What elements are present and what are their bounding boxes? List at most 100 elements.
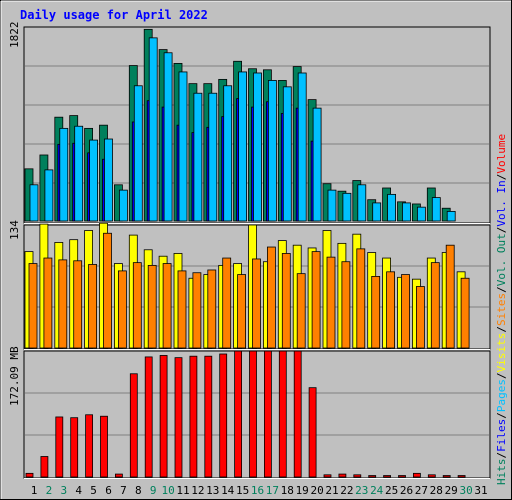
volume-bar — [189, 355, 198, 478]
x-tick-label: 17 — [266, 484, 279, 497]
pages-bar — [282, 86, 292, 222]
volume-bar — [204, 355, 213, 478]
x-tick-label: 16 — [251, 484, 264, 497]
volume-bar — [308, 387, 317, 478]
pages-bar — [44, 169, 54, 222]
legend-entry: Files — [495, 419, 508, 452]
x-tick-label: 23 — [355, 484, 368, 497]
bottom-panel — [23, 350, 491, 479]
volume-bar — [55, 416, 64, 478]
pages-bar — [297, 72, 307, 222]
x-tick-label: 30 — [459, 484, 472, 497]
x-tick-label: 11 — [176, 484, 189, 497]
x-tick-label: 2 — [46, 484, 53, 497]
volume-bar — [219, 353, 228, 478]
sites-bar — [356, 248, 366, 349]
pages-bar — [89, 139, 98, 222]
sites-bar — [326, 256, 336, 349]
sites-bar — [103, 232, 112, 349]
pages-bar — [223, 85, 233, 222]
x-tick-label: 18 — [281, 484, 294, 497]
volume-bar — [278, 350, 287, 478]
pages-bar — [193, 92, 203, 222]
top-panel — [23, 26, 491, 224]
legend-entry: Sites — [495, 293, 508, 326]
pages-bar — [446, 211, 456, 222]
sites-bar — [237, 274, 247, 349]
volume-bar — [85, 414, 93, 478]
pages-bar — [208, 92, 218, 222]
chart-title: Daily usage for April 2022 — [20, 8, 208, 22]
bottom-panel-bg — [23, 350, 491, 479]
sites-bar — [207, 269, 217, 349]
volume-bar — [398, 475, 406, 478]
x-tick-label: 13 — [206, 484, 219, 497]
sites-bar — [386, 271, 396, 349]
sites-bar — [266, 246, 276, 349]
volume-bar — [129, 373, 138, 478]
x-tick-label: 29 — [445, 484, 458, 497]
sites-bar — [88, 264, 97, 349]
pages-bar — [372, 202, 382, 222]
volume-bar — [263, 350, 272, 478]
x-tick-label: 14 — [221, 484, 235, 497]
volume-bar — [159, 355, 168, 478]
x-tick-label: 12 — [191, 484, 204, 497]
sites-bar — [445, 244, 455, 349]
pages-bar — [59, 127, 69, 222]
legend-entry: / — [495, 174, 508, 181]
volume-bar — [70, 417, 79, 478]
top-panel-bars — [24, 28, 456, 222]
pages-bar — [267, 80, 277, 222]
x-tick-label: 25 — [385, 484, 398, 497]
legend-entry: Vol. In — [495, 180, 508, 226]
pages-bar — [104, 138, 113, 222]
pages-bar — [327, 189, 337, 222]
sites-bar — [147, 264, 157, 349]
x-tick-label: 19 — [296, 484, 309, 497]
pages-bar — [74, 125, 84, 222]
pages-bar — [163, 52, 173, 222]
legend-entry: / — [495, 326, 508, 333]
x-tick-label: 21 — [325, 484, 338, 497]
volume-bar — [115, 473, 123, 478]
legend-entry: / — [495, 227, 508, 234]
sites-bar — [118, 270, 127, 349]
legend-entry: Pages — [495, 379, 508, 412]
middle-y-max-label: 134 — [8, 220, 21, 240]
sites-bar — [58, 259, 68, 349]
sites-bar — [296, 273, 306, 349]
legend-entry: Vol. Out — [495, 233, 508, 286]
x-tick-label: 4 — [75, 484, 82, 497]
volume-bar — [25, 472, 34, 478]
legend-entry: Volume — [495, 134, 508, 174]
x-tick-label: 31 — [474, 484, 487, 497]
volume-bar — [353, 474, 362, 478]
x-tick-label: 8 — [135, 484, 142, 497]
x-tick-label: 27 — [415, 484, 428, 497]
pages-bar — [416, 206, 426, 222]
volume-bar — [100, 415, 108, 478]
top-y-max-label: 1822 — [8, 22, 21, 49]
volume-bar — [338, 473, 347, 478]
x-tick-label: 10 — [161, 484, 174, 497]
volume-bar — [293, 350, 302, 478]
pages-bar — [253, 72, 262, 222]
legend-entry: / — [495, 452, 508, 459]
volume-bar — [412, 472, 421, 478]
sites-bar — [281, 253, 291, 349]
pages-bar — [402, 202, 411, 222]
pages-bar — [133, 85, 143, 222]
x-tick-label: 20 — [310, 484, 323, 497]
volume-bar — [457, 475, 466, 478]
sites-bar — [415, 286, 425, 349]
volume-bar — [174, 357, 183, 478]
sites-bar — [401, 274, 410, 349]
sites-bar — [222, 257, 232, 349]
pages-bar — [342, 192, 352, 222]
legend-entry: / — [495, 412, 508, 419]
volume-bar — [323, 474, 332, 478]
pages-bar — [357, 184, 367, 222]
sites-bar — [132, 262, 142, 349]
middle-panel — [23, 222, 491, 350]
